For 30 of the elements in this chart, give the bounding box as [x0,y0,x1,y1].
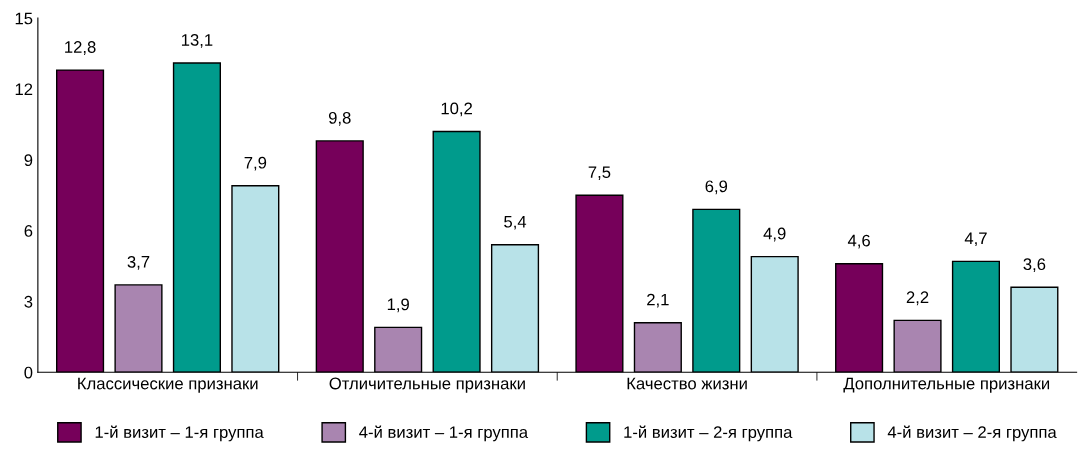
legend-label: 4-й визит – 1-я группа [359,425,529,442]
x-tick-label: Классические признаки [78,377,258,393]
data-label: 9,8 [328,111,351,126]
data-label: 7,9 [244,156,267,171]
data-label: 1,9 [387,298,409,313]
x-tick-label: Качество жизни [627,377,747,390]
data-label: 2,2 [906,291,929,306]
y-tick-label: 12 [15,83,33,96]
y-tick-label: 15 [15,12,33,25]
data-label: 2,1 [647,293,669,308]
data-label: 5,4 [504,215,527,230]
data-label: 3,7 [127,255,150,270]
legend-label: 1-й визит – 2-я группа [624,425,793,442]
legend-label: 1-й визит – 1-я группа [95,425,264,442]
data-label: 10,2 [441,102,472,117]
y-tick-label: 6 [24,225,33,237]
y-tick-label: 3 [24,295,33,308]
data-label: 7,5 [588,166,611,181]
y-tick-label: 0 [24,366,33,379]
legend-label: 4-й визит – 2-я группа [887,425,1057,442]
x-tick-label: Дополнительные признаки [843,377,1050,393]
data-label: 12,8 [65,41,96,55]
x-tick-label: Отличительные признаки [329,377,525,393]
data-label: 4,6 [847,234,870,249]
data-label: 6,9 [705,180,728,195]
data-label: 4,9 [763,227,786,242]
data-label: 4,7 [964,232,987,247]
data-label: 3,6 [1023,258,1046,273]
data-label: 13,1 [181,34,213,48]
y-tick-label: 9 [24,154,33,167]
